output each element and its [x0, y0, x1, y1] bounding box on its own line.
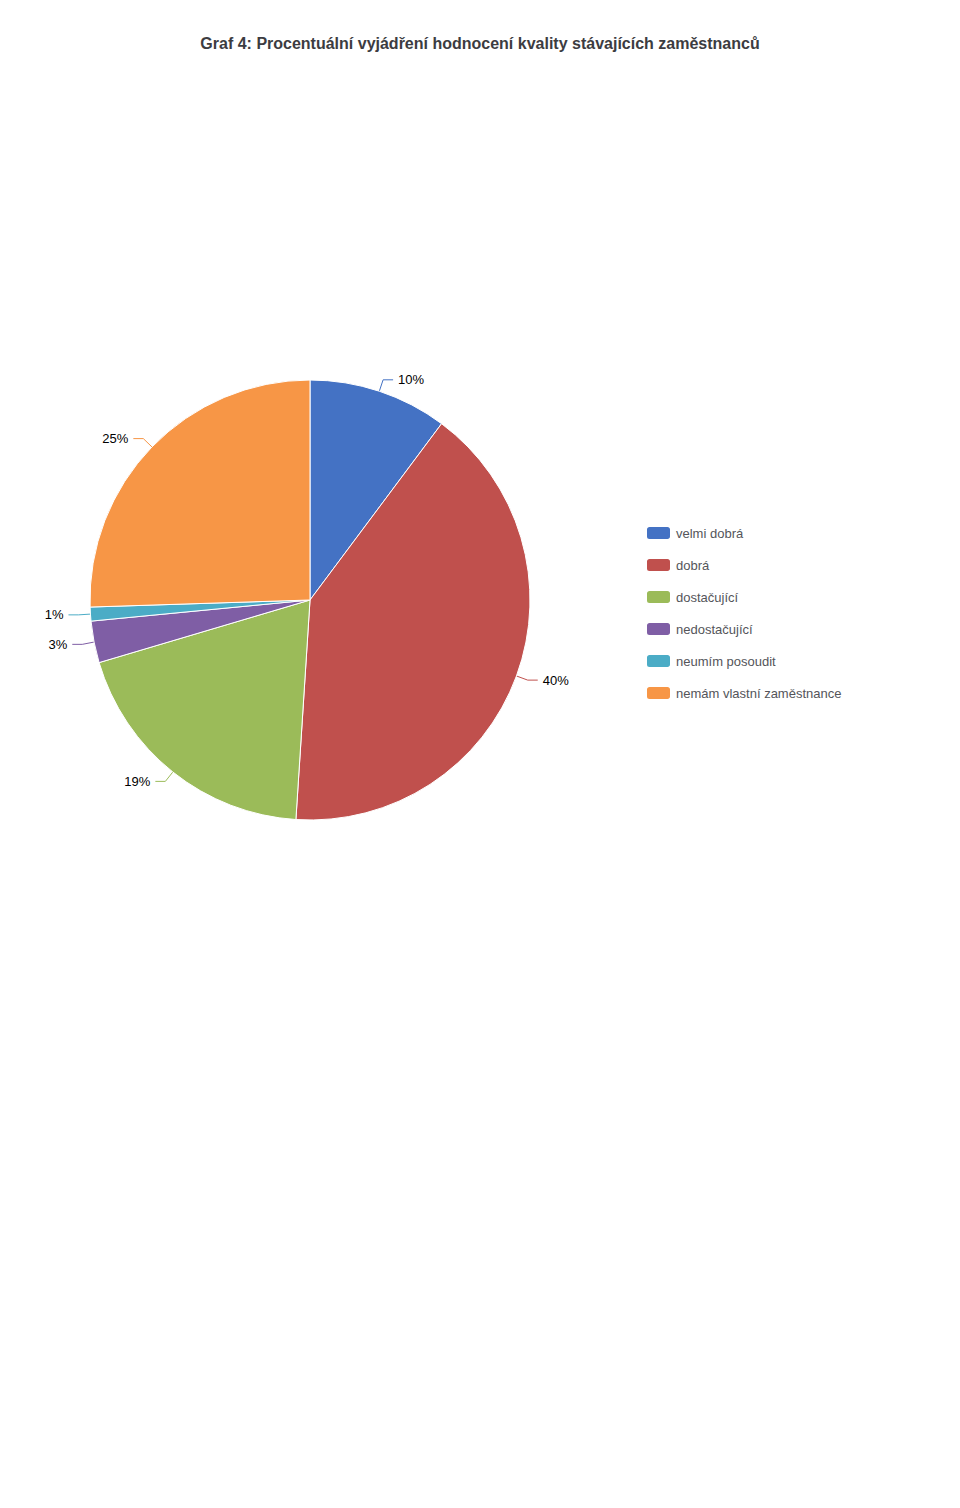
svg-text:3%: 3%: [48, 637, 67, 652]
svg-text:25%: 25%: [102, 431, 128, 446]
svg-text:Graf 4: Procentuální vyjádření: Graf 4: Procentuální vyjádření hodnocení…: [200, 35, 759, 52]
svg-text:19%: 19%: [124, 774, 150, 789]
svg-text:nemám vlastní zaměstnance: nemám vlastní zaměstnance: [676, 686, 841, 701]
svg-text:10%: 10%: [398, 372, 424, 387]
svg-text:velmi dobrá: velmi dobrá: [676, 526, 744, 541]
svg-text:nedostačující: nedostačující: [676, 622, 753, 637]
svg-text:40%: 40%: [543, 673, 569, 688]
svg-text:dobrá: dobrá: [676, 558, 710, 573]
svg-text:1%: 1%: [45, 607, 64, 622]
svg-text:neumím posoudit: neumím posoudit: [676, 654, 776, 669]
svg-text:dostačující: dostačující: [676, 590, 739, 605]
